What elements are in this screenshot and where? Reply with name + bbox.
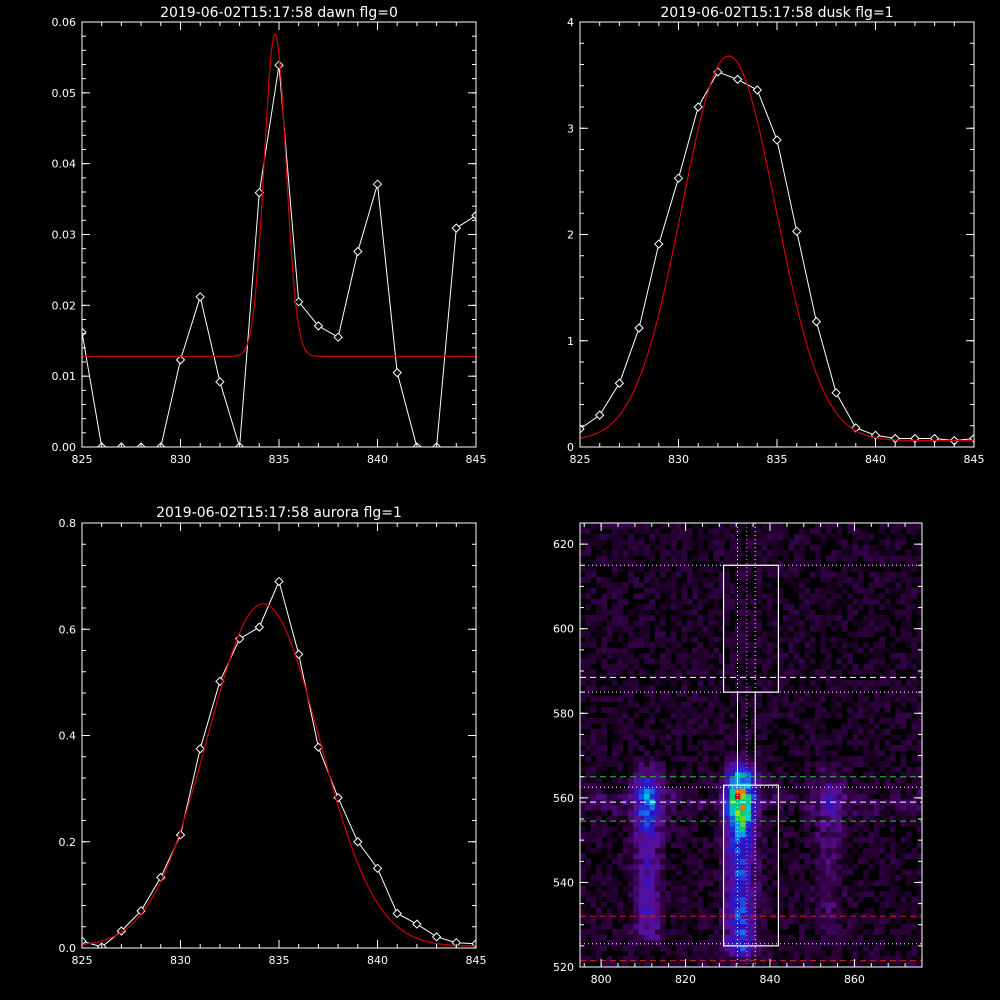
chart-title: 2019-06-02T15:17:58 aurora flg=1 <box>156 505 402 521</box>
y-tick-label: 0.05 <box>52 87 77 100</box>
x-tick-label: 825 <box>72 453 93 466</box>
y-tick-label: 0.6 <box>59 623 77 636</box>
data-point <box>274 60 284 70</box>
y-tick-label: 2 <box>567 229 574 242</box>
panel-image: 800 820 840 860 520 540 560 580 600 620 <box>553 522 923 986</box>
x-tick-label: 845 <box>964 453 985 466</box>
data-point <box>293 297 304 307</box>
x-tick-label: 835 <box>269 453 290 466</box>
x-tick-label: 840 <box>367 954 388 967</box>
data-point <box>353 246 363 257</box>
y-tick-label: 580 <box>553 707 574 720</box>
data-point <box>693 102 703 112</box>
region-box <box>722 564 780 693</box>
x-tick-label: 820 <box>675 973 696 986</box>
data-point <box>594 410 605 420</box>
data-point <box>82 936 87 946</box>
y-tick-label: 0.2 <box>59 836 77 849</box>
data-point <box>392 367 402 378</box>
plot-frame <box>579 522 923 968</box>
y-tick-label: 0 <box>567 441 574 454</box>
chart-title: 2019-06-02T15:17:58 dusk flg=1 <box>660 5 893 21</box>
data-point <box>195 292 205 302</box>
y-tick-label: 0.06 <box>52 16 77 29</box>
y-tick-label: 0.8 <box>59 517 77 530</box>
data-point <box>431 932 442 942</box>
data-point <box>811 316 822 327</box>
panel-dawn: 2019-06-02T15:17:58 dawn flg=0 825 830 835… <box>52 5 487 466</box>
data-point <box>82 327 87 337</box>
x-tick-label: 825 <box>72 954 93 967</box>
x-tick-label: 830 <box>668 453 689 466</box>
y-tick-label: 0.01 <box>52 370 77 383</box>
x-tick-label: 845 <box>466 453 487 466</box>
x-tick-label: 835 <box>269 954 290 967</box>
data-point <box>372 179 383 189</box>
fit-curve <box>580 55 974 442</box>
data-point <box>175 355 186 365</box>
y-tick-label: 0.00 <box>52 441 77 454</box>
data-point <box>451 223 462 233</box>
x-tick-label: 830 <box>170 954 191 967</box>
x-tick-label: 835 <box>767 453 788 466</box>
y-tick-label: 0.03 <box>52 229 77 242</box>
y-tick-label: 560 <box>553 792 574 805</box>
data-point <box>614 378 625 388</box>
data-point <box>732 74 743 85</box>
x-tick-label: 825 <box>570 453 591 466</box>
panel-aurora: 2019-06-02T15:17:58 aurora flg=1 825 830 8… <box>59 505 487 967</box>
data-point <box>195 744 205 754</box>
x-tick-label: 830 <box>170 453 191 466</box>
y-tick-label: 0.04 <box>52 158 77 171</box>
panel-dusk: 2019-06-02T15:17:58 dusk flg=1 825 830 835… <box>567 5 985 466</box>
data-point <box>372 863 383 874</box>
x-tick-label: 845 <box>466 954 487 967</box>
data-point <box>392 908 402 919</box>
data-point <box>471 210 476 221</box>
data-point <box>254 622 265 632</box>
y-tick-label: 1 <box>567 335 574 348</box>
data-point <box>333 332 343 342</box>
y-tick-label: 3 <box>567 122 574 135</box>
data-point <box>293 649 304 659</box>
data-point <box>215 377 225 387</box>
x-tick-label: 840 <box>367 453 388 466</box>
y-tick-label: 520 <box>553 961 574 974</box>
data-point <box>412 919 422 929</box>
x-tick-label: 860 <box>844 973 865 986</box>
chart-title: 2019-06-02T15:17:58 dawn flg=0 <box>160 5 398 21</box>
data-point <box>353 837 363 847</box>
y-tick-label: 600 <box>553 623 574 636</box>
y-tick-label: 620 <box>553 538 574 551</box>
data-point <box>274 576 284 587</box>
y-tick-label: 0.4 <box>59 730 77 743</box>
fit-curve <box>82 603 476 947</box>
data-point <box>580 424 585 434</box>
data-point <box>673 173 684 183</box>
data-point <box>654 239 664 249</box>
x-tick-label: 800 <box>591 973 612 986</box>
data-point <box>772 135 782 145</box>
x-tick-label: 840 <box>865 453 886 466</box>
data-point <box>831 388 841 398</box>
data-point <box>313 321 324 331</box>
y-tick-label: 540 <box>553 876 574 889</box>
fit-curve <box>82 32 476 357</box>
data-point <box>752 85 763 95</box>
y-tick-label: 0.0 <box>59 942 77 955</box>
y-tick-label: 0.02 <box>52 299 77 312</box>
x-tick-label: 840 <box>760 973 781 986</box>
region-box <box>722 784 780 947</box>
y-tick-label: 4 <box>567 16 574 29</box>
data-point <box>634 323 644 333</box>
data-point <box>791 226 802 237</box>
